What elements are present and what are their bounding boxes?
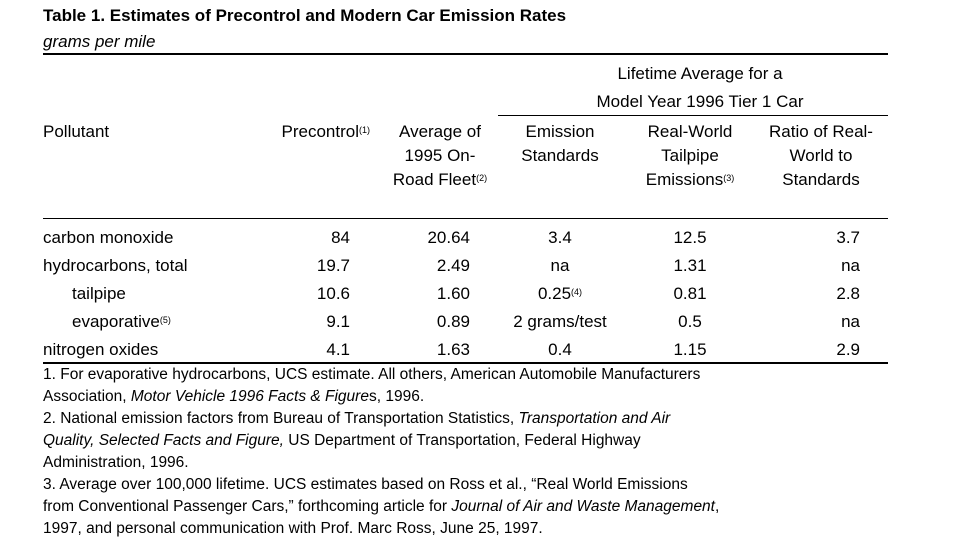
- cell-fleet: 0.89: [436, 312, 470, 331]
- cell-real-world: 0.81: [673, 284, 707, 303]
- footnote-3-line2: from Conventional Passenger Cars,” forth…: [43, 498, 720, 515]
- cell-standard: 2 grams/test: [513, 312, 607, 331]
- cell-ratio: 2.8: [836, 284, 860, 303]
- cell-precontrol: 4.1: [326, 340, 350, 359]
- col-header-realworld-l1: Real-World: [647, 122, 733, 141]
- cell-fleet: 1.60: [436, 284, 470, 303]
- col-header-pollutant: Pollutant: [43, 122, 110, 141]
- bottom-rule: [43, 362, 888, 364]
- col-header-fleet-l2: 1995 On-: [404, 146, 476, 165]
- footnote-ref-3: (3): [723, 173, 735, 183]
- cell-pollutant: nitrogen oxides: [43, 340, 159, 359]
- footnote-ref-4: (4): [571, 287, 583, 297]
- cell-standard: 0.4: [548, 340, 572, 359]
- cell-pollutant: hydrocarbons, total: [43, 256, 188, 275]
- group-header-line2: Model Year 1996 Tier 1 Car: [596, 92, 804, 111]
- cell-precontrol: 84: [331, 228, 350, 247]
- table-title: Table 1. Estimates of Precontrol and Mod…: [43, 6, 567, 25]
- cell-pollutant: evaporative(5): [72, 312, 171, 331]
- cell-precontrol: 9.1: [326, 312, 350, 331]
- footnote-3-line3: 1997, and personal communication with Pr…: [43, 520, 543, 537]
- table-row: nitrogen oxides 4.1 1.63 0.4 1.15 2.9: [0, 336, 960, 364]
- table-row: carbon monoxide 84 20.64 3.4 12.5 3.7: [0, 224, 960, 252]
- col-header-fleet-l3: Road Fleet(2): [392, 170, 488, 189]
- col-header-fleet-l1: Average of: [399, 122, 481, 141]
- cell-real-world: 1.15: [673, 340, 707, 359]
- footnote-ref-5: (5): [159, 315, 171, 325]
- cell-ratio: 3.7: [836, 228, 860, 247]
- cell-fleet: 2.49: [436, 256, 470, 275]
- col-header-ratio-l3: Standards: [782, 170, 860, 189]
- col-header-standards-l1: Emission: [525, 122, 595, 141]
- footnote-2-line2: Quality, Selected Facts and Figure, US D…: [43, 432, 641, 449]
- group-header-rule: [498, 115, 888, 116]
- cell-real-world: 0.5: [678, 312, 702, 331]
- top-rule: [43, 53, 888, 55]
- cell-standard: na: [550, 256, 570, 275]
- col-header-realworld-l2: Tailpipe: [661, 146, 719, 165]
- col-header-standards-l2: Standards: [521, 146, 599, 165]
- footnote-1-line2: Association, Motor Vehicle 1996 Facts & …: [43, 388, 425, 405]
- cell-pollutant: tailpipe: [72, 284, 126, 303]
- cell-precontrol: 10.6: [316, 284, 350, 303]
- cell-ratio: na: [841, 312, 860, 331]
- footnote-2-line3: Administration, 1996.: [43, 454, 189, 471]
- cell-ratio: 2.9: [836, 340, 860, 359]
- cell-ratio: na: [841, 256, 860, 275]
- table-row: hydrocarbons, total 19.7 2.49 na 1.31 na: [0, 252, 960, 280]
- cell-standard: 3.4: [548, 228, 572, 247]
- footnote-1-line1: 1. For evaporative hydrocarbons, UCS est…: [43, 366, 701, 383]
- group-header-line1: Lifetime Average for a: [617, 64, 783, 83]
- header-rule: [43, 218, 888, 219]
- cell-precontrol: 19.7: [316, 256, 350, 275]
- cell-real-world: 1.31: [673, 256, 707, 275]
- cell-pollutant: carbon monoxide: [43, 228, 174, 247]
- footnote-2-line1: 2. National emission factors from Bureau…: [43, 410, 671, 427]
- col-header-realworld-l3: Emissions(3): [645, 170, 735, 189]
- cell-real-world: 12.5: [673, 228, 707, 247]
- table-row: evaporative(5) 9.1 0.89 2 grams/test 0.5…: [0, 308, 960, 336]
- col-header-precontrol: Precontrol(1): [281, 122, 370, 141]
- footnote-3-line1: 3. Average over 100,000 lifetime. UCS es…: [43, 476, 688, 493]
- footnote-ref-2: (2): [476, 173, 488, 183]
- cell-standard: 0.25(4): [537, 284, 583, 303]
- col-header-ratio-l2: World to: [789, 146, 853, 165]
- cell-fleet: 20.64: [427, 228, 470, 247]
- col-header-ratio-l1: Ratio of Real-: [769, 122, 873, 141]
- cell-fleet: 1.63: [436, 340, 470, 359]
- table-row: tailpipe 10.6 1.60 0.25(4) 0.81 2.8: [0, 280, 960, 308]
- footnote-ref-1: (1): [359, 125, 370, 135]
- table-subtitle: grams per mile: [43, 32, 156, 51]
